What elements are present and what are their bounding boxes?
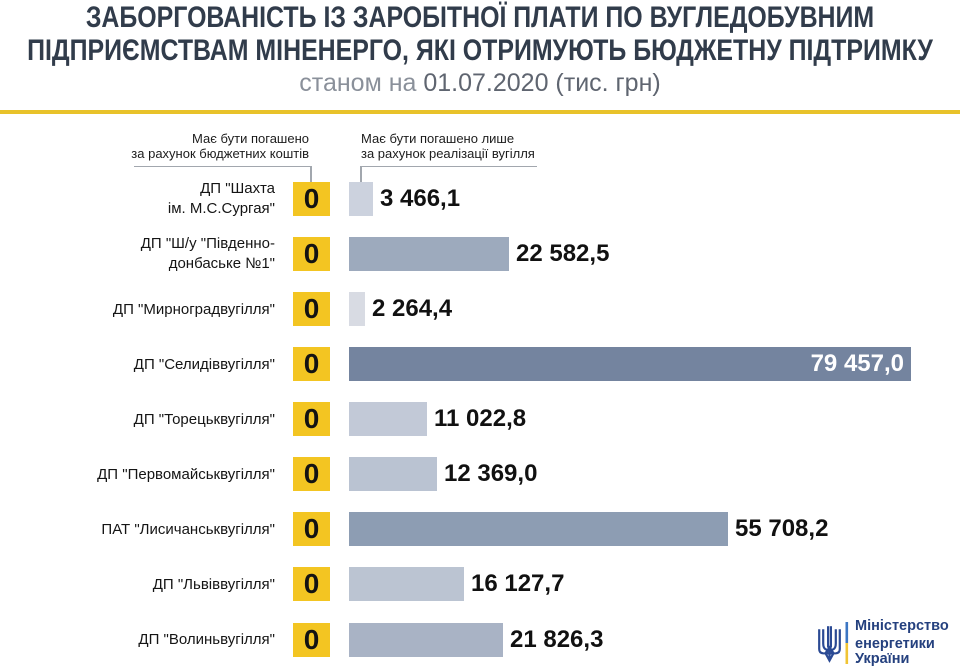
svg-text:енергетики: енергетики: [855, 636, 935, 652]
svg-text:України: України: [855, 651, 909, 667]
svg-text:Міністерство: Міністерство: [855, 618, 949, 634]
